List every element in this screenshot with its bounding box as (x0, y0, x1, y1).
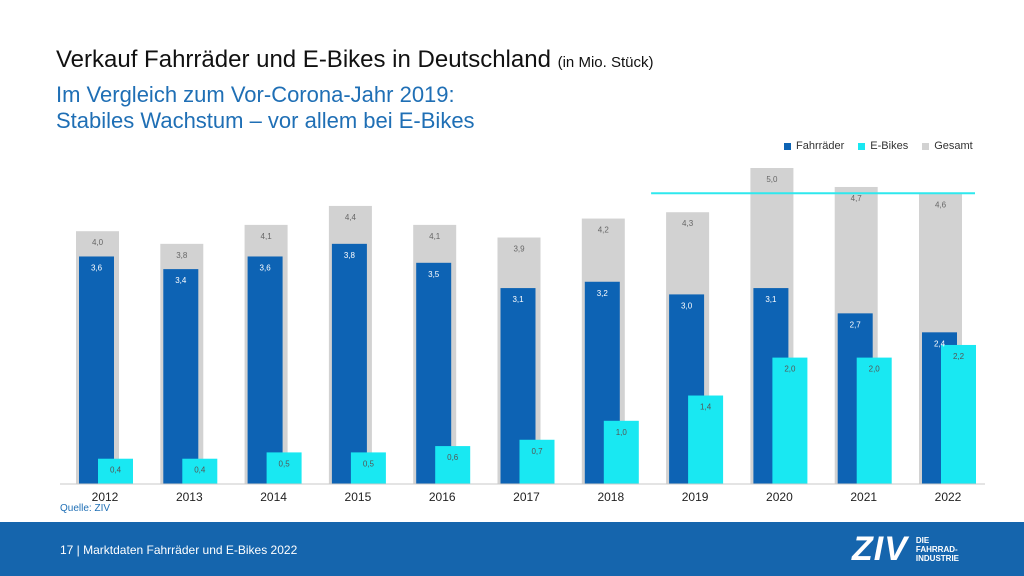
logo-sub-line-2: FAHRRAD- (915, 544, 958, 554)
bar-ebikes-2013 (182, 458, 218, 484)
bar-ebikes-2020 (772, 357, 808, 484)
chart-title: Verkauf Fahrräder und E-Bikes in Deutsch… (56, 46, 653, 74)
label-ebikes-2015: 0,5 (363, 459, 375, 468)
label-gesamt-2014: 4,1 (261, 232, 273, 241)
legend-swatch-fahrraeder (784, 142, 791, 150)
logo-sub-line-1: DIE (915, 535, 930, 545)
legend-label-ebikes: E-Bikes (870, 140, 909, 152)
legend-label-gesamt: Gesamt (934, 140, 973, 152)
label-gesamt-2017: 3,9 (513, 245, 525, 254)
label-ebikes-2017: 0,7 (531, 447, 543, 456)
legend-label-fahrraeder: Fahrräder (796, 140, 845, 152)
label-gesamt-2015: 4,4 (345, 213, 357, 222)
label-ebikes-2012: 0,4 (110, 466, 122, 475)
label-fahrraeder-2016: 3,5 (428, 270, 440, 279)
bar-ebikes-2015 (350, 452, 386, 484)
source-note: Quelle: ZIV (60, 503, 111, 514)
label-gesamt-2020: 5,0 (766, 175, 778, 184)
bar-ebikes-2019 (688, 395, 724, 484)
x-tick-2020: 2020 (766, 490, 793, 504)
legend-item-fahrraeder: Fahrräder (784, 140, 844, 152)
bar-ebikes-2014 (266, 452, 302, 484)
legend-swatch-gesamt (922, 142, 930, 150)
bar-fahrraeder-2012 (79, 256, 114, 484)
label-gesamt-2018: 4,2 (598, 226, 610, 235)
legend-swatch-ebikes (858, 142, 866, 150)
label-ebikes-2016: 0,6 (447, 453, 459, 462)
legend-item-ebikes: E-Bikes (858, 140, 908, 152)
label-fahrraeder-2018: 3,2 (597, 289, 609, 298)
subtitle-line-2: Stabiles Wachstum – vor allem bei E-Bike… (56, 108, 475, 133)
label-fahrraeder-2021: 2,7 (850, 320, 862, 329)
x-tick-2018: 2018 (597, 490, 624, 504)
logo-sub-line-3: INDUSTRIE (915, 553, 960, 563)
label-ebikes-2019: 1,4 (700, 403, 712, 412)
x-tick-2017: 2017 (513, 490, 540, 504)
x-tick-2015: 2015 (345, 490, 372, 504)
footer-bar: 17 | Marktdaten Fahrräder und E-Bikes 20… (0, 522, 1024, 576)
x-tick-2013: 2013 (176, 490, 203, 504)
x-tick-2022: 2022 (935, 490, 962, 504)
x-tick-2012: 2012 (92, 490, 119, 504)
logo-subtitle: DIE FAHRRAD- INDUSTRIE (916, 536, 959, 563)
bar-ebikes-2022 (941, 344, 976, 484)
label-gesamt-2022: 4,6 (935, 200, 947, 209)
label-gesamt-2016: 4,1 (429, 232, 441, 241)
x-tick-2016: 2016 (429, 490, 456, 504)
bar-fahrraeder-2015 (331, 243, 367, 484)
label-fahrraeder-2017: 3,1 (512, 295, 524, 304)
bar-ebikes-2017 (519, 439, 555, 484)
label-fahrraeder-2019: 3,0 (681, 301, 693, 310)
title-unit: (in Mio. Stück) (557, 54, 654, 71)
x-tick-2019: 2019 (682, 490, 709, 504)
subtitle-line-1: Im Vergleich zum Vor-Corona-Jahr 2019: (56, 82, 455, 107)
bar-fahrraeder-2013 (163, 269, 199, 484)
label-gesamt-2013: 3,8 (176, 251, 188, 260)
label-ebikes-2020: 2,0 (784, 365, 796, 374)
label-ebikes-2022: 2,2 (953, 352, 965, 361)
title-text: Verkauf Fahrräder und E-Bikes in Deutsch… (56, 46, 551, 73)
label-ebikes-2014: 0,5 (279, 459, 291, 468)
legend-item-gesamt: Gesamt (922, 140, 973, 152)
logo-text: ZIV (852, 530, 908, 568)
chart-legend: Fahrräder E-Bikes Gesamt (784, 140, 973, 152)
bar-fahrraeder-2014 (247, 256, 283, 484)
label-gesamt-2012: 4,0 (92, 238, 104, 247)
label-fahrraeder-2014: 3,6 (260, 263, 272, 272)
x-tick-2014: 2014 (260, 490, 287, 504)
label-ebikes-2013: 0,4 (194, 466, 206, 475)
bar-chart: 4,0 3,6 0,4 2012 3,8 3,4 0,4 2013 4,1 3,6 0,5 2014 4… (60, 168, 985, 504)
label-gesamt-2019: 4,3 (682, 219, 694, 228)
label-ebikes-2018: 1,0 (616, 428, 628, 437)
label-fahrraeder-2012: 3,6 (91, 263, 103, 272)
chart-subtitle: Im Vergleich zum Vor-Corona-Jahr 2019: S… (56, 82, 475, 134)
ziv-logo: ZIV DIE FAHRRAD- INDUSTRIE (852, 531, 959, 567)
label-ebikes-2021: 2,0 (869, 365, 881, 374)
label-fahrraeder-2022: 2,4 (934, 339, 946, 348)
label-fahrraeder-2013: 3,4 (175, 276, 187, 285)
bar-ebikes-2016 (435, 446, 471, 484)
footer-text: 17 | Marktdaten Fahrräder und E-Bikes 20… (60, 543, 298, 557)
bar-ebikes-2021 (856, 357, 892, 484)
bar-ebikes-2018 (603, 420, 639, 484)
bar-ebikes-2012 (98, 458, 133, 484)
label-gesamt-2021: 4,7 (851, 194, 863, 203)
x-tick-2021: 2021 (850, 490, 877, 504)
label-fahrraeder-2015: 3,8 (344, 251, 356, 260)
label-fahrraeder-2020: 3,1 (765, 295, 777, 304)
